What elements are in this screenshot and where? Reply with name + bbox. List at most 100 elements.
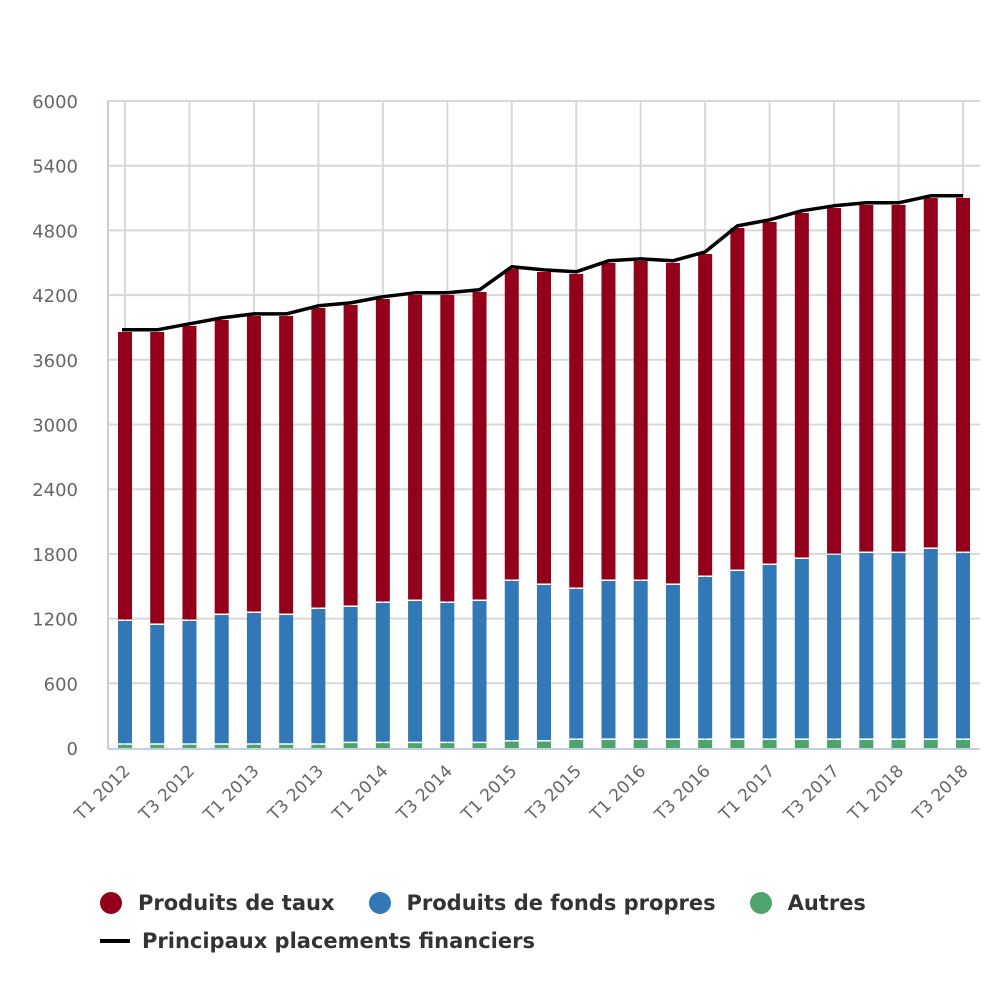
bar-produits-de-fonds-propres[interactable] <box>150 624 165 744</box>
bar-autres[interactable] <box>182 744 197 748</box>
bar-autres[interactable] <box>279 744 294 748</box>
bar-autres[interactable] <box>601 739 616 748</box>
bar-produits-de-fonds-propres[interactable] <box>246 612 261 744</box>
bar-autres[interactable] <box>246 744 261 748</box>
x-tick-label: T1 2016 <box>586 761 650 825</box>
bar-autres[interactable] <box>569 739 584 748</box>
bar-autres[interactable] <box>827 739 842 748</box>
bar-produits-de-taux[interactable] <box>343 305 358 606</box>
y-tick-label: 4800 <box>32 221 78 242</box>
legend-item-principaux-placements-financiers[interactable]: Principaux placements financiers <box>100 929 535 953</box>
bar-autres[interactable] <box>891 739 906 748</box>
bar-produits-de-fonds-propres[interactable] <box>375 602 390 742</box>
bar-autres[interactable] <box>956 739 970 748</box>
x-tick-label: T3 2018 <box>908 761 972 825</box>
bar-produits-de-taux[interactable] <box>569 273 584 588</box>
bar-produits-de-taux[interactable] <box>440 294 455 602</box>
bar-autres[interactable] <box>311 744 326 748</box>
bar-autres[interactable] <box>730 739 745 748</box>
bar-autres[interactable] <box>633 739 648 748</box>
bar-produits-de-fonds-propres[interactable] <box>762 565 777 739</box>
bar-autres[interactable] <box>472 743 487 748</box>
bar-produits-de-taux[interactable] <box>633 261 648 580</box>
bar-autres[interactable] <box>214 744 229 748</box>
bar-produits-de-taux[interactable] <box>150 331 165 624</box>
bar-produits-de-fonds-propres[interactable] <box>408 601 423 742</box>
series-line-principaux-placements[interactable] <box>122 194 963 332</box>
bar-produits-de-taux[interactable] <box>472 291 487 600</box>
bar-produits-de-fonds-propres[interactable] <box>794 558 809 739</box>
bar-produits-de-fonds-propres[interactable] <box>956 553 970 739</box>
bar-autres[interactable] <box>408 743 423 748</box>
bar-produits-de-taux[interactable] <box>891 204 906 552</box>
bar-produits-de-taux[interactable] <box>214 320 229 614</box>
bar-produits-de-taux[interactable] <box>827 207 842 554</box>
bar-produits-de-taux[interactable] <box>730 228 745 570</box>
bar-autres[interactable] <box>118 744 132 748</box>
bar-produits-de-fonds-propres[interactable] <box>537 584 551 741</box>
bar-autres[interactable] <box>859 739 874 748</box>
bar-produits-de-taux[interactable] <box>375 298 390 602</box>
bar-produits-de-taux[interactable] <box>923 197 938 548</box>
bar-produits-de-taux[interactable] <box>762 221 777 564</box>
bar-autres[interactable] <box>923 739 938 748</box>
bar-produits-de-fonds-propres[interactable] <box>182 620 197 744</box>
y-tick-label: 6000 <box>32 92 78 113</box>
bar-produits-de-fonds-propres[interactable] <box>569 588 584 739</box>
bar-produits-de-taux[interactable] <box>859 204 874 552</box>
bar-produits-de-fonds-propres[interactable] <box>504 580 519 741</box>
bar-produits-de-taux[interactable] <box>279 316 294 614</box>
bar-produits-de-taux[interactable] <box>311 307 326 608</box>
y-tick-label: 1200 <box>32 610 78 631</box>
bar-produits-de-taux[interactable] <box>118 331 132 620</box>
x-tick-label: T1 2014 <box>328 761 392 825</box>
bar-produits-de-fonds-propres[interactable] <box>923 548 938 739</box>
bar-produits-de-fonds-propres[interactable] <box>118 620 132 744</box>
bar-autres[interactable] <box>504 741 519 748</box>
bar-autres[interactable] <box>665 739 680 748</box>
y-tick-label: 1800 <box>32 545 78 566</box>
x-tick-label: T3 2013 <box>264 761 328 825</box>
bar-produits-de-taux[interactable] <box>182 325 197 620</box>
legend-item-produits-de-fonds-propres[interactable]: Produits de fonds propres <box>368 891 716 915</box>
bar-autres[interactable] <box>794 739 809 748</box>
bar-produits-de-fonds-propres[interactable] <box>665 584 680 739</box>
legend-marker-circle-icon <box>368 892 391 914</box>
bar-produits-de-fonds-propres[interactable] <box>440 602 455 742</box>
bar-produits-de-fonds-propres[interactable] <box>279 615 294 744</box>
bar-produits-de-fonds-propres[interactable] <box>891 553 906 739</box>
bar-produits-de-taux[interactable] <box>794 212 809 558</box>
bar-autres[interactable] <box>150 744 165 748</box>
bar-produits-de-taux[interactable] <box>504 269 519 580</box>
bar-produits-de-fonds-propres[interactable] <box>343 606 358 742</box>
bar-produits-de-taux[interactable] <box>665 262 680 584</box>
bar-produits-de-fonds-propres[interactable] <box>730 571 745 739</box>
y-tick-label: 600 <box>44 674 78 695</box>
bar-produits-de-fonds-propres[interactable] <box>698 576 713 739</box>
bar-produits-de-fonds-propres[interactable] <box>827 554 842 739</box>
bar-autres[interactable] <box>440 743 455 748</box>
bar-produits-de-fonds-propres[interactable] <box>472 601 487 742</box>
bar-autres[interactable] <box>375 743 390 748</box>
legend-item-autres[interactable]: Autres <box>749 891 866 915</box>
bar-autres[interactable] <box>762 739 777 748</box>
bar-produits-de-taux[interactable] <box>698 254 713 576</box>
legend-label: Autres <box>787 891 866 915</box>
bar-produits-de-fonds-propres[interactable] <box>633 580 648 739</box>
bar-produits-de-taux[interactable] <box>537 272 551 584</box>
bar-produits-de-fonds-propres[interactable] <box>311 609 326 744</box>
bar-produits-de-taux[interactable] <box>956 197 970 552</box>
bar-autres[interactable] <box>698 739 713 748</box>
legend: Produits de taux Produits de fonds propr… <box>100 884 980 960</box>
bar-produits-de-taux[interactable] <box>601 262 616 580</box>
legend-item-produits-de-taux[interactable]: Produits de taux <box>100 891 335 915</box>
legend-row-2: Principaux placements financiers <box>100 922 980 960</box>
bar-produits-de-fonds-propres[interactable] <box>601 580 616 739</box>
bar-autres[interactable] <box>343 743 358 748</box>
bar-autres[interactable] <box>537 741 551 748</box>
x-tick-label: T1 2012 <box>70 761 134 825</box>
bar-produits-de-fonds-propres[interactable] <box>859 553 874 739</box>
bar-produits-de-fonds-propres[interactable] <box>214 615 229 744</box>
bar-produits-de-taux[interactable] <box>246 316 261 612</box>
bar-produits-de-taux[interactable] <box>408 294 423 600</box>
